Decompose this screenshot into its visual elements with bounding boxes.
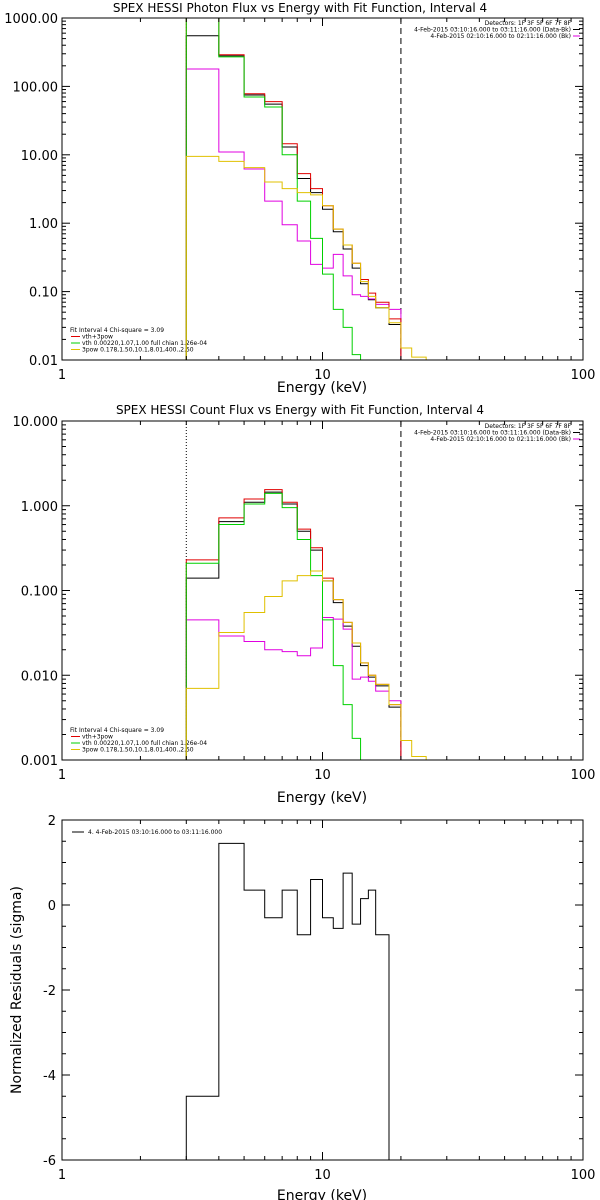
y-tick-label: 0.10	[29, 286, 58, 301]
y-tick-label: 1.00	[29, 217, 58, 232]
y-tick-label: 10.00	[21, 149, 58, 164]
header-text-2: 4-Feb-2015 03:10:16.000 to 03:11:16.000 …	[414, 430, 571, 437]
y-tick-label: -4	[43, 1069, 56, 1084]
y-tick-label: 100.00	[13, 80, 59, 95]
x-tick-label: 1	[58, 1168, 66, 1183]
x-tick-label: 100	[571, 368, 596, 383]
x-tick-label: 10	[314, 368, 331, 383]
series-line-5	[185, 155, 427, 360]
series-line-2	[185, 68, 402, 360]
fit-text-1: Fit Interval 4 Chi-square = 3.09	[70, 727, 164, 734]
y-axis-label: Normalized Residuals (sigma)	[9, 886, 25, 1094]
x-axis-label: Energy (keV)	[277, 380, 367, 396]
x-tick-label: 100	[571, 1168, 596, 1183]
x-tick-label: 1	[58, 368, 66, 383]
chart-panel-2: SPEX HESSI Count Flux vs Energy with Fit…	[13, 403, 596, 806]
fit-text-3: vth 0.00220,1.07,1.00 full chian 1.26e-0…	[82, 740, 207, 747]
header-text-3: 4-Feb-2015 02:10:16.000 to 02:11:16.000 …	[430, 436, 571, 443]
y-tick-label: 2	[48, 814, 56, 829]
x-tick-label: 1	[58, 768, 66, 783]
x-tick-label: 10	[314, 1168, 331, 1183]
fit-text-4: 3pow 0.178,1.50,10.1,8.01,400.,2.50	[82, 747, 194, 754]
chart-title: SPEX HESSI Count Flux vs Energy with Fit…	[116, 403, 484, 417]
header-text-1: Detectors: 1F 3F 5F 6F 7F 8F	[485, 20, 572, 27]
y-tick-label: -6	[43, 1154, 56, 1169]
fit-text-2: vth+3pow	[82, 734, 113, 741]
y-tick-label: 0.01	[29, 354, 58, 369]
series-line-4	[185, 492, 362, 760]
y-tick-label: -2	[43, 984, 56, 999]
y-tick-label: 0.010	[21, 669, 58, 684]
y-tick-label: 1000.00	[4, 12, 58, 27]
fit-text-4: 3pow 0.178,1.50,10.1,8.01,400.,2.50	[82, 347, 194, 354]
series-line-2	[185, 617, 402, 760]
y-tick-label: 0.100	[21, 585, 58, 600]
chart-panel-1: SPEX HESSI Photon Flux vs Energy with Fi…	[4, 1, 595, 396]
x-axis-label: Energy (keV)	[277, 790, 367, 806]
y-tick-label: 0	[48, 899, 56, 914]
header-text-1: Detectors: 1F 3F 5F 6F 7F 8F	[485, 423, 572, 430]
header-text-3: 4-Feb-2015 02:10:16.000 to 02:11:16.000 …	[430, 33, 571, 40]
chart-title: SPEX HESSI Photon Flux vs Energy with Fi…	[113, 1, 487, 15]
header-text-2: 4-Feb-2015 03:10:16.000 to 03:11:16.000 …	[414, 27, 571, 34]
series-line-4	[185, 18, 362, 360]
y-tick-label: 0.001	[21, 754, 58, 769]
x-tick-label: 10	[314, 768, 331, 783]
fit-text-1: Fit Interval 4 Chi-square = 3.09	[70, 327, 164, 334]
fit-text-2: vth+3pow	[82, 334, 113, 341]
y-tick-label: 1.000	[21, 500, 58, 515]
fit-text-3: vth 0.00220,1.07,1.00 full chian 1.26e-0…	[82, 340, 207, 347]
x-tick-label: 100	[571, 768, 596, 783]
x-axis-label: Energy (keV)	[277, 1188, 367, 1200]
chart-panel-3: 4. 4-Feb-2015 03:10:16.000 to 03:11:16.0…	[9, 814, 595, 1200]
series-line-5	[185, 570, 427, 760]
series-line-1	[185, 35, 402, 360]
legend-entry: 4. 4-Feb-2015 03:10:16.000 to 03:11:16.0…	[88, 829, 222, 836]
plot-frame	[61, 819, 584, 1161]
series-line-1	[185, 842, 401, 1160]
y-tick-label: 10.000	[13, 415, 59, 430]
